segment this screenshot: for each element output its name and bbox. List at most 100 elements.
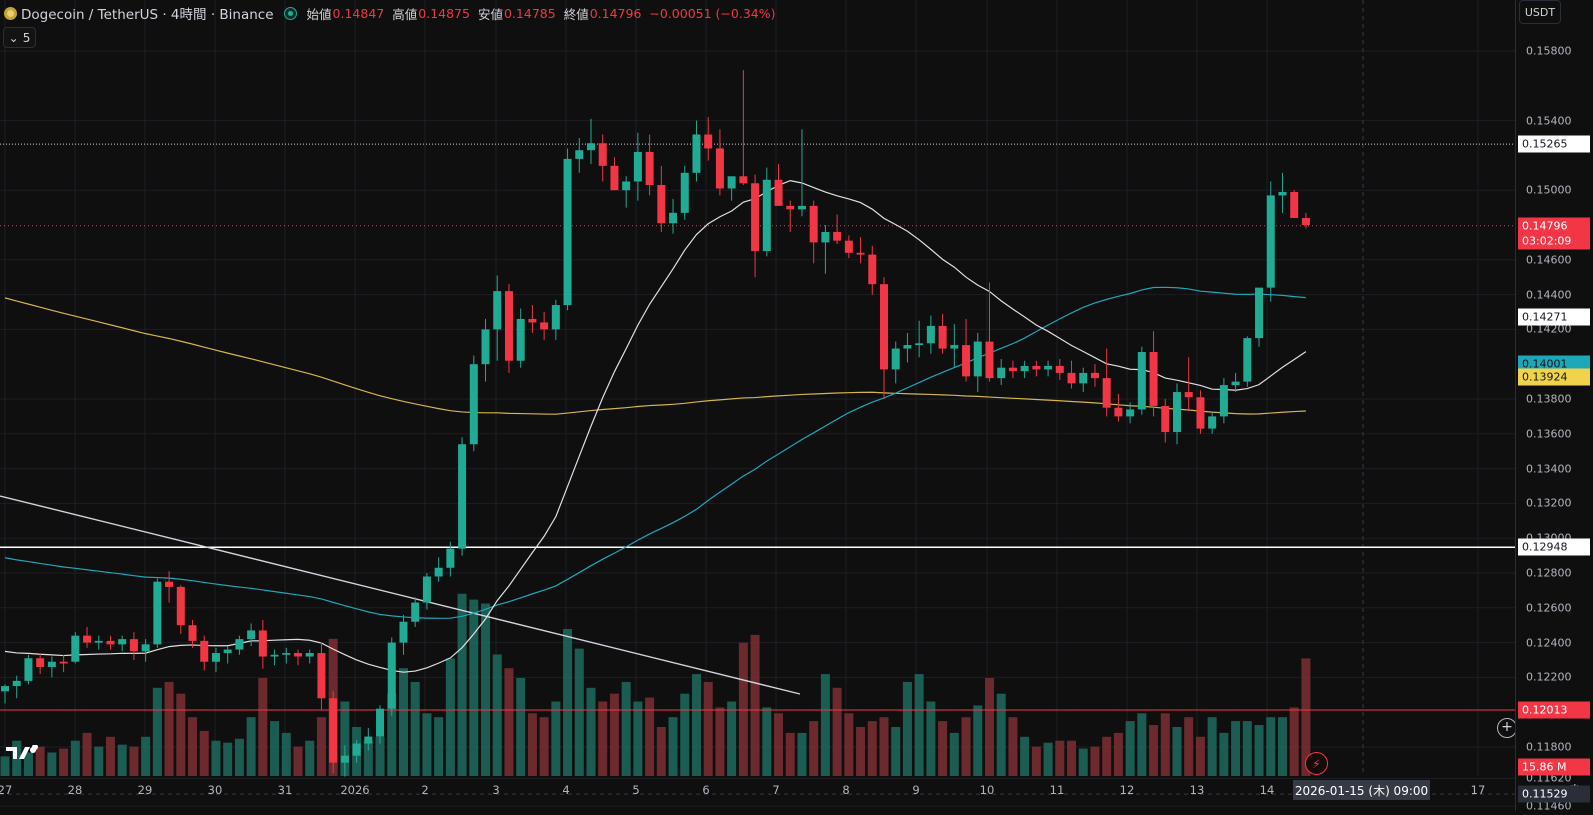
candle	[1255, 287, 1264, 347]
volume-bar	[574, 648, 584, 776]
symbol-title[interactable]: Dogecoin / TetherUS · 4時間 · Binance	[21, 7, 274, 23]
volume-bar	[1207, 717, 1217, 776]
candle-body	[516, 318, 525, 361]
candle-body	[1243, 338, 1252, 382]
candle-body	[1161, 405, 1170, 433]
candle	[528, 305, 537, 333]
candle	[633, 132, 642, 201]
price-label-support-red: 0.12013	[1518, 701, 1590, 719]
volume-bar	[1113, 732, 1123, 776]
candle-body	[1184, 392, 1193, 398]
volume-bar	[539, 717, 549, 776]
chevron-down-icon: ⌄	[8, 30, 19, 45]
chart-pane[interactable]: Dogecoin / TetherUS · 4時間 · Binance 始値 0.…	[0, 0, 1517, 811]
ohlc-close-value: 0.14796	[589, 5, 642, 21]
candle-body	[1219, 385, 1228, 417]
candle-body	[856, 252, 865, 255]
candle-body	[387, 642, 396, 709]
volume-bar	[820, 674, 830, 776]
price-chart[interactable]	[0, 0, 1515, 811]
volume-bar	[434, 717, 444, 776]
volume-bar	[984, 678, 994, 776]
candle	[1102, 348, 1111, 417]
candle-body	[165, 581, 174, 587]
time-tick: 2026	[340, 783, 370, 797]
volume-bar	[762, 707, 772, 776]
candle	[364, 727, 373, 751]
moving-averages	[4, 180, 1307, 673]
candle	[1184, 357, 1193, 412]
volume-bar	[1184, 717, 1194, 776]
candle	[844, 235, 853, 259]
candle-body	[12, 680, 21, 687]
candle-body	[739, 176, 748, 184]
candle-body	[1, 686, 9, 692]
candle-body	[176, 586, 185, 626]
candle-body	[129, 639, 138, 652]
candle	[223, 646, 232, 664]
candle	[305, 649, 314, 664]
volume-bar	[152, 687, 162, 776]
candle	[458, 437, 467, 556]
time-tick: 3	[492, 783, 500, 797]
candle	[165, 571, 174, 603]
candle-body	[481, 329, 490, 365]
volume-bar	[1137, 713, 1147, 776]
tradingview-logo-icon[interactable]	[6, 745, 40, 763]
candle-body	[551, 305, 560, 330]
indicators-toggle-button[interactable]: ⌄ 5	[3, 27, 36, 48]
candle	[669, 198, 678, 234]
volume-bar	[609, 693, 619, 776]
volume-bar	[961, 717, 971, 776]
candle	[821, 225, 830, 274]
volume-bar	[926, 701, 936, 776]
candle	[587, 118, 595, 165]
time-tick: 14	[1259, 783, 1275, 797]
candle	[1067, 360, 1076, 389]
candle	[153, 578, 162, 648]
candle-body	[1114, 407, 1123, 417]
candle-body	[352, 743, 361, 756]
time-tick: 27	[0, 783, 13, 797]
ma-yellow-line	[4, 297, 1306, 415]
time-tick: 5	[632, 783, 640, 797]
market-status-icon[interactable]	[283, 6, 297, 20]
candle-body	[1173, 392, 1181, 433]
volume-bar	[305, 740, 315, 776]
volume-bar	[621, 681, 631, 776]
candle-body	[528, 318, 537, 323]
volume-bar	[809, 721, 819, 776]
candle	[575, 138, 584, 173]
candle	[786, 200, 795, 232]
time-tick: 31	[277, 783, 293, 797]
price-tick: 0.12800	[1526, 566, 1572, 580]
lightning-icon[interactable]: ⚡	[1305, 752, 1328, 775]
add-plus-icon[interactable]: +	[1497, 718, 1517, 738]
candle	[118, 635, 127, 652]
candle-body	[704, 134, 713, 149]
volume-bar	[633, 701, 643, 776]
candle	[657, 165, 666, 232]
price-axis[interactable]	[1515, 0, 1593, 811]
candle-body	[153, 581, 162, 645]
price-label-support-white: 0.12948	[1518, 538, 1590, 556]
candle-body	[985, 341, 994, 379]
candle	[997, 358, 1006, 386]
candle-body	[258, 630, 267, 657]
price-tick: 0.13800	[1526, 392, 1572, 406]
candle	[141, 639, 150, 662]
candle	[751, 174, 760, 278]
volume-bar	[504, 668, 514, 776]
candle-body	[493, 291, 502, 330]
candle-body	[1301, 218, 1310, 225]
volume-bar	[94, 746, 104, 776]
candle	[399, 614, 408, 655]
volume-bar	[1242, 721, 1252, 776]
candle-body	[997, 367, 1006, 379]
currency-button[interactable]: USDT	[1519, 0, 1561, 24]
time-tick: 28	[67, 783, 83, 797]
volume-bar	[668, 717, 678, 776]
volume-bar	[656, 727, 666, 776]
candles	[1, 70, 1310, 777]
volume-bar	[246, 717, 256, 776]
